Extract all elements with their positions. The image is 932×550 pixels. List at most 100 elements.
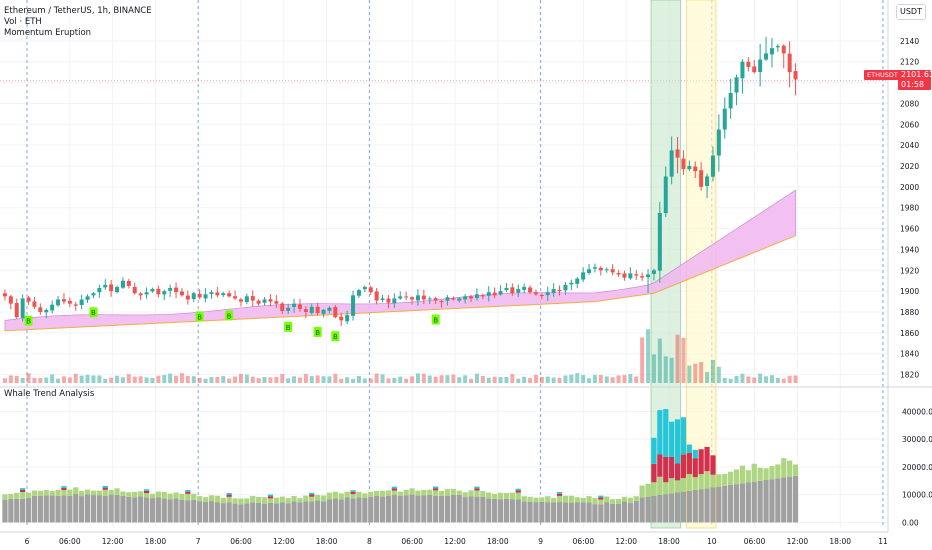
buy-signal-label: B <box>433 317 438 325</box>
whale-green-bar <box>320 495 327 502</box>
buy-signal: B <box>284 321 293 332</box>
whale-red-bar <box>686 452 692 475</box>
whale-gray-bar <box>627 503 633 523</box>
time-axis-label: 06:00 <box>401 537 423 546</box>
whale-gray-bar <box>43 495 49 523</box>
candle-body <box>793 71 798 80</box>
whale-gray-bar <box>320 501 327 523</box>
volume-bar <box>197 377 202 383</box>
time-axis-label: 18:00 <box>487 537 509 546</box>
whale-cyan-bar <box>143 489 150 491</box>
candle-body <box>32 301 37 307</box>
volume-bar <box>793 375 798 383</box>
buy-signal-label: B <box>227 312 232 320</box>
time-axis-label: 12:00 <box>787 537 809 546</box>
candle-body <box>162 291 167 295</box>
whale-green-bar <box>763 468 769 480</box>
candle-body <box>8 296 13 304</box>
volume-bar <box>380 374 385 383</box>
candle-body <box>79 299 84 305</box>
candle-body <box>775 46 780 48</box>
whale-green-bar <box>462 492 468 498</box>
candle-body <box>126 281 131 286</box>
price-axis-label: 2020 <box>900 162 919 171</box>
candle-body <box>651 270 656 274</box>
momentum-indicator-label[interactable]: Momentum Eruption <box>4 28 92 38</box>
whale-cyan-bar <box>267 494 274 497</box>
last-price-tag: 2101.63 01:58 <box>898 70 932 90</box>
volume-bar <box>592 374 597 383</box>
whale-gray-bar <box>315 500 321 523</box>
candle-body <box>646 274 651 278</box>
whale-green-bar <box>409 488 415 495</box>
whale-green-bar <box>167 493 173 500</box>
candle-body <box>339 316 344 321</box>
whale-green-bar <box>220 497 226 504</box>
whale-gray-bar <box>114 494 120 523</box>
whale-red-bar <box>143 490 150 494</box>
time-axis-label: 12:00 <box>102 537 124 546</box>
whale-gray-bar <box>73 494 79 523</box>
whale-gray-bar <box>462 497 468 523</box>
whale-green-bar <box>202 497 209 502</box>
whale-gray-bar <box>716 486 722 523</box>
candle-body <box>38 307 43 312</box>
whale-cyan-bar <box>692 449 698 459</box>
whale-green-bar <box>138 491 144 497</box>
candle-body <box>103 284 108 288</box>
volume-bar <box>79 375 84 383</box>
candle-body <box>345 315 350 322</box>
candle-body <box>504 288 509 291</box>
whale-green-bar <box>574 497 580 503</box>
whale-gray-bar <box>261 503 268 523</box>
currency-unit-button[interactable]: USDT <box>896 4 926 20</box>
whale-green-bar <box>326 492 333 500</box>
whale-green-bar <box>208 495 215 502</box>
volume-indicator-label[interactable]: Vol · ETH <box>4 17 42 27</box>
symbol-price-tag: ETHUSDT <box>864 70 901 80</box>
volume-bar <box>297 377 302 383</box>
whale-green-bar <box>704 471 710 489</box>
volume-bar <box>427 375 432 383</box>
volume-bar <box>421 373 426 383</box>
whale-cyan-bar <box>391 486 397 489</box>
buy-signal: B <box>24 315 33 326</box>
whale-gray-bar <box>775 478 781 523</box>
whale-gray-bar <box>615 503 622 523</box>
candle-body <box>356 290 361 296</box>
whale-green-bar <box>143 493 150 498</box>
whale-gray-bar <box>769 479 775 523</box>
whale-gray-bar <box>14 498 20 523</box>
volume-bar <box>463 375 468 383</box>
whale-cyan-bar <box>185 490 191 492</box>
candle-body <box>769 48 774 55</box>
volume-bar <box>26 373 31 383</box>
volume-bar <box>710 359 715 383</box>
volume-bar <box>563 375 568 383</box>
whale-green-bar <box>90 490 97 496</box>
volume-bar <box>268 377 273 383</box>
volume-bar <box>120 377 125 383</box>
whale-gray-bar <box>492 498 498 523</box>
whale-gray-bar <box>580 502 586 523</box>
volume-bar <box>716 366 721 383</box>
buy-signal-box <box>195 311 204 322</box>
candle-body <box>292 303 297 307</box>
candle-body <box>498 291 503 295</box>
whale-red-bar <box>556 493 563 496</box>
candle-body <box>120 280 125 288</box>
buy-signal-label: B <box>26 318 31 326</box>
candle-body <box>209 292 214 294</box>
symbol-title[interactable]: Ethereum / TetherUS, 1h, BINANCE <box>4 6 152 16</box>
volume-bar <box>303 374 308 383</box>
whale-green-bar <box>332 491 338 499</box>
whale-pane-title[interactable]: Whale Trend Analysis <box>4 389 95 399</box>
candle-body <box>492 292 497 296</box>
whale-green-bar <box>43 489 49 496</box>
volume-bar <box>787 375 792 383</box>
whale-gray-bar <box>739 483 746 523</box>
volume-bar <box>327 376 332 383</box>
volume-bar <box>764 376 769 383</box>
